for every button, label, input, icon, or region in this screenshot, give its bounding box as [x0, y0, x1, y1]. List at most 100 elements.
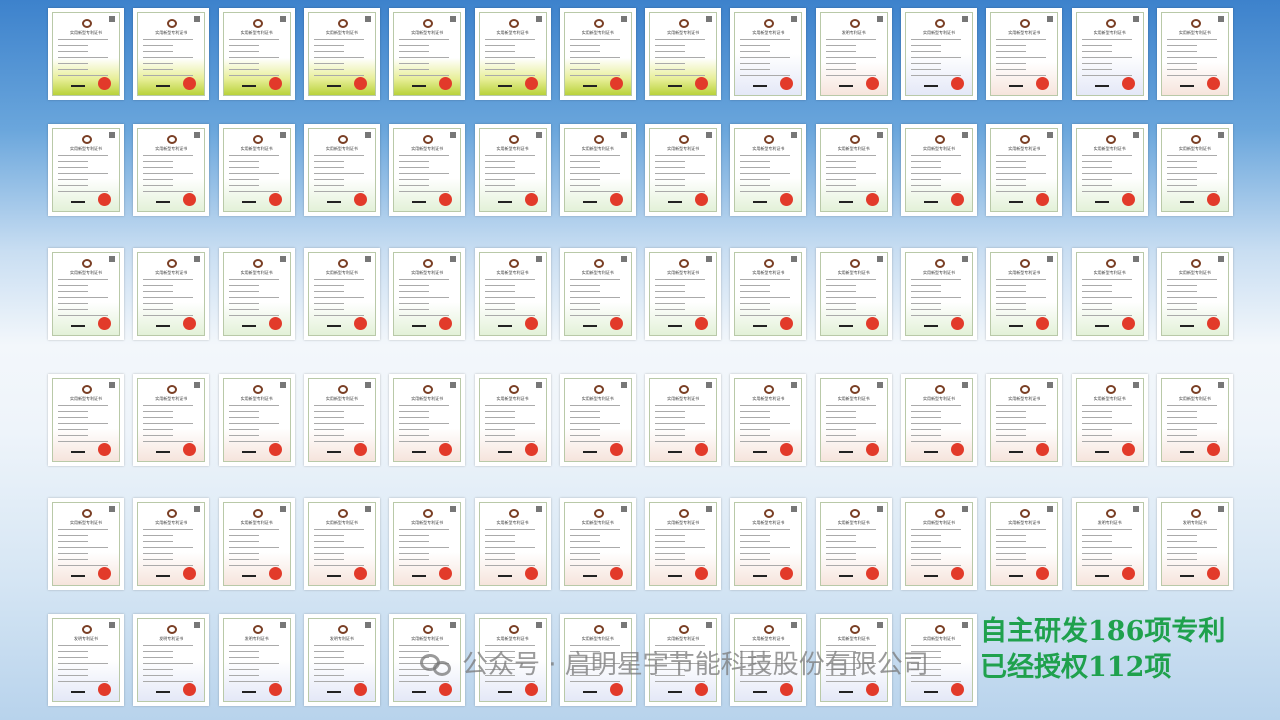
- qr-code-icon: [706, 132, 713, 138]
- official-seal-icon: [951, 443, 964, 456]
- official-seal-icon: [951, 77, 964, 90]
- certificate-title: 实用新型专利证书: [1093, 270, 1126, 275]
- certificate-title: 实用新型专利证书: [923, 520, 955, 525]
- patent-logo-icon: [1190, 509, 1201, 518]
- patent-certificate: 实用新型专利证书: [133, 248, 210, 340]
- qr-code-icon: [1047, 16, 1054, 22]
- official-seal-icon: [780, 683, 794, 696]
- qr-code-icon: [364, 256, 371, 262]
- official-seal-icon: [439, 443, 453, 456]
- official-seal-icon: [1121, 193, 1135, 206]
- signature: [838, 80, 853, 87]
- qr-code-icon: [876, 622, 883, 628]
- official-seal-icon: [1036, 193, 1050, 206]
- official-seal-icon: [524, 77, 538, 90]
- patent-certificate: 实用新型专利证书: [986, 374, 1063, 466]
- patent-logo-icon: [1105, 19, 1116, 28]
- patent-logo-icon: [1020, 135, 1031, 144]
- official-seal-icon: [1121, 77, 1135, 90]
- patent-logo-icon: [337, 19, 348, 28]
- patent-certificate: 实用新型专利证书: [1071, 374, 1148, 466]
- official-seal-icon: [183, 193, 197, 206]
- certificate-title: 实用新型专利证书: [923, 146, 955, 151]
- official-seal-icon: [353, 317, 367, 330]
- certificate-title: 实用新型专利证书: [155, 30, 188, 35]
- patent-logo-icon: [1020, 19, 1031, 28]
- patent-logo-icon: [935, 625, 945, 634]
- qr-code-icon: [109, 506, 115, 512]
- qr-code-icon: [791, 622, 798, 628]
- official-seal-icon: [865, 683, 879, 696]
- official-seal-icon: [183, 317, 197, 330]
- certificate-title: 实用新型专利证书: [1008, 396, 1041, 401]
- qr-code-icon: [706, 382, 713, 388]
- patent-logo-icon: [252, 135, 263, 144]
- patent-logo-icon: [82, 135, 92, 144]
- patent-logo-icon: [508, 385, 519, 394]
- certificate-title: 实用新型专利证书: [155, 520, 188, 525]
- signature: [497, 196, 512, 203]
- signature: [1179, 80, 1194, 87]
- signature: [753, 196, 768, 203]
- official-seal-icon: [609, 77, 623, 90]
- qr-code-icon: [194, 132, 201, 138]
- patent-logo-icon: [252, 259, 263, 268]
- signature: [156, 80, 171, 87]
- official-seal-icon: [951, 317, 964, 330]
- qr-code-icon: [962, 132, 968, 138]
- signature: [582, 320, 597, 327]
- certificate-title: 实用新型专利证书: [411, 520, 444, 525]
- certificate-title: 实用新型专利证书: [1008, 146, 1041, 151]
- patent-logo-icon: [167, 19, 178, 28]
- patent-logo-icon: [1190, 259, 1201, 268]
- patent-logo-icon: [679, 259, 690, 268]
- qr-code-icon: [535, 382, 542, 388]
- signature: [1009, 196, 1024, 203]
- patent-certificate: 实用新型专利证书: [815, 248, 892, 340]
- signature: [582, 196, 597, 203]
- patent-certificate: 实用新型专利证书: [645, 8, 722, 100]
- patent-certificate: 实用新型专利证书: [645, 248, 722, 340]
- certificate-title: 发明专利证书: [1182, 520, 1207, 525]
- patent-certificate: 实用新型专利证书: [730, 498, 807, 590]
- signature: [497, 320, 512, 327]
- qr-code-icon: [962, 506, 968, 512]
- patent-certificate: 实用新型专利证书: [559, 614, 636, 706]
- signature: [582, 80, 597, 87]
- patent-certificate: 实用新型专利证书: [389, 124, 466, 216]
- patent-certificate: 实用新型专利证书: [730, 124, 807, 216]
- official-seal-icon: [951, 567, 964, 580]
- certificate-title: 实用新型专利证书: [240, 146, 273, 151]
- patent-certificate: 实用新型专利证书: [559, 8, 636, 100]
- signature: [241, 196, 256, 203]
- official-seal-icon: [609, 567, 623, 580]
- patent-logo-icon: [764, 625, 775, 634]
- certificate-title: 实用新型专利证书: [325, 30, 358, 35]
- qr-code-icon: [620, 622, 627, 628]
- patent-certificate: 实用新型专利证书: [218, 8, 295, 100]
- signature: [1179, 446, 1194, 453]
- certificate-title: 实用新型专利证书: [1093, 30, 1126, 35]
- qr-code-icon: [279, 132, 286, 138]
- patent-logo-icon: [679, 625, 690, 634]
- official-seal-icon: [98, 317, 111, 330]
- certificate-title: 实用新型专利证书: [752, 270, 785, 275]
- signature: [71, 686, 85, 693]
- qr-code-icon: [279, 382, 286, 388]
- certificate-title: 实用新型专利证书: [581, 520, 614, 525]
- official-seal-icon: [98, 683, 111, 696]
- patent-logo-icon: [849, 135, 860, 144]
- qr-code-icon: [364, 16, 371, 22]
- certificate-title: 实用新型专利证书: [752, 146, 785, 151]
- patent-logo-icon: [849, 625, 860, 634]
- patent-certificate: 实用新型专利证书: [1156, 8, 1233, 100]
- official-seal-icon: [98, 443, 111, 456]
- qr-code-icon: [876, 382, 883, 388]
- qr-code-icon: [1047, 256, 1054, 262]
- patent-certificate: 实用新型专利证书: [901, 374, 977, 466]
- certificate-title: 实用新型专利证书: [581, 146, 614, 151]
- official-seal-icon: [609, 683, 623, 696]
- signature: [838, 196, 853, 203]
- certificate-title: 实用新型专利证书: [411, 30, 444, 35]
- certificate-title: 实用新型专利证书: [240, 520, 273, 525]
